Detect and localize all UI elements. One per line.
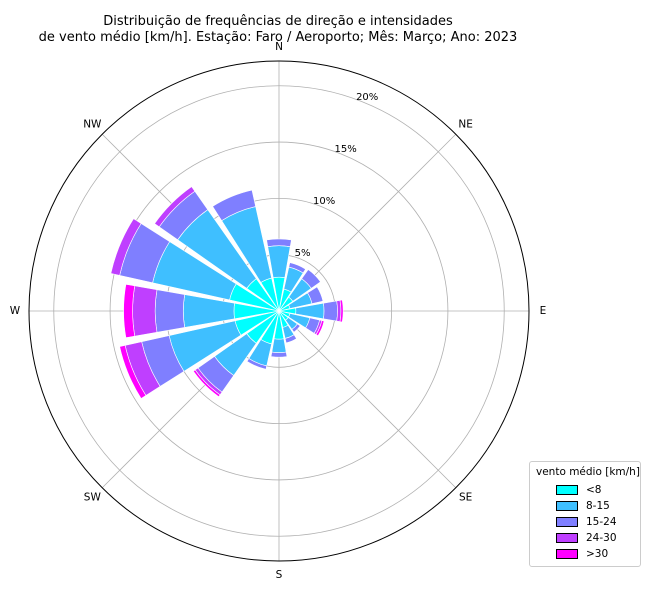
radial-tick-label: 15% <box>335 144 357 155</box>
legend-label: <8 <box>586 484 602 496</box>
bar-E-15-24 <box>323 300 338 322</box>
chart-title: Distribuição de frequências de direção e… <box>0 14 556 46</box>
bar-WSW->30 <box>119 345 147 399</box>
bar-W-24-30 <box>132 285 158 337</box>
direction-label-S: S <box>276 569 283 581</box>
grid-spoke <box>278 310 457 489</box>
bar-N-15-24 <box>266 238 292 248</box>
bar-N-8-15 <box>267 245 291 279</box>
direction-label-SE: SE <box>459 492 472 504</box>
legend-swatch <box>556 517 578 527</box>
bar-SSW-15-24 <box>246 358 268 370</box>
legend-label: 15-24 <box>586 516 617 528</box>
legend-item: 8-15 <box>536 498 634 514</box>
grid-circle <box>109 141 449 481</box>
chart-title-line-2: de vento médio [km/h]. Estação: Faro / A… <box>38 30 518 45</box>
legend-label: >30 <box>586 548 609 560</box>
legend-title: vento médio [km/h] <box>536 466 640 478</box>
legend-swatch <box>556 485 578 495</box>
direction-label-N: N <box>275 41 283 53</box>
legend-swatch <box>556 533 578 543</box>
bar-ENE-15-24 <box>307 286 324 304</box>
wind-rose-bars <box>110 186 344 399</box>
legend-swatch <box>556 549 578 559</box>
bar-SE-15-24 <box>291 323 301 333</box>
bar-SW->30 <box>192 369 221 398</box>
bar-NNE-15-24 <box>288 262 306 274</box>
radial-tick-label: 20% <box>356 92 378 103</box>
bar-W-15-24 <box>154 289 186 333</box>
chart-title-line-1: Distribuição de frequências de direção e… <box>103 14 453 29</box>
direction-labels: N NE E SE S SW W NW 5% 10% 15% 20% <box>10 41 547 581</box>
bar-SSE-15-24 <box>284 334 297 344</box>
bar-E->30 <box>339 299 344 323</box>
bar-ESE->30 <box>315 320 325 337</box>
legend-swatch <box>556 501 578 511</box>
radial-tick-label: 5% <box>295 248 311 259</box>
legend: vento médio [km/h] <8 8-15 15-24 24-30 >30 <box>529 461 641 567</box>
direction-label-NE: NE <box>458 118 473 130</box>
legend-item: 15-24 <box>536 514 634 530</box>
outer-frame <box>28 60 530 562</box>
bar-S-8-15 <box>271 338 287 353</box>
legend-item: >30 <box>536 546 634 562</box>
bar-W->30 <box>123 283 136 339</box>
bar-S-15-24 <box>270 351 288 358</box>
direction-label-SW: SW <box>84 492 102 504</box>
legend-item: 24-30 <box>536 530 634 546</box>
legend-item: <8 <box>536 482 634 498</box>
legend-items: <8 8-15 15-24 24-30 >30 <box>536 482 634 562</box>
radial-tick-label: 10% <box>313 196 335 207</box>
bar-WNW-24-30 <box>110 218 142 276</box>
grid-circle <box>53 85 505 537</box>
bar-NW-24-30 <box>154 186 196 228</box>
legend-label: 8-15 <box>586 500 610 512</box>
direction-label-W: W <box>10 305 21 317</box>
bar-NE-15-24 <box>301 269 321 289</box>
direction-label-NW: NW <box>83 118 102 130</box>
direction-label-E: E <box>540 305 547 317</box>
bar-NNW-15-24 <box>212 189 257 222</box>
legend-label: 24-30 <box>586 532 617 544</box>
